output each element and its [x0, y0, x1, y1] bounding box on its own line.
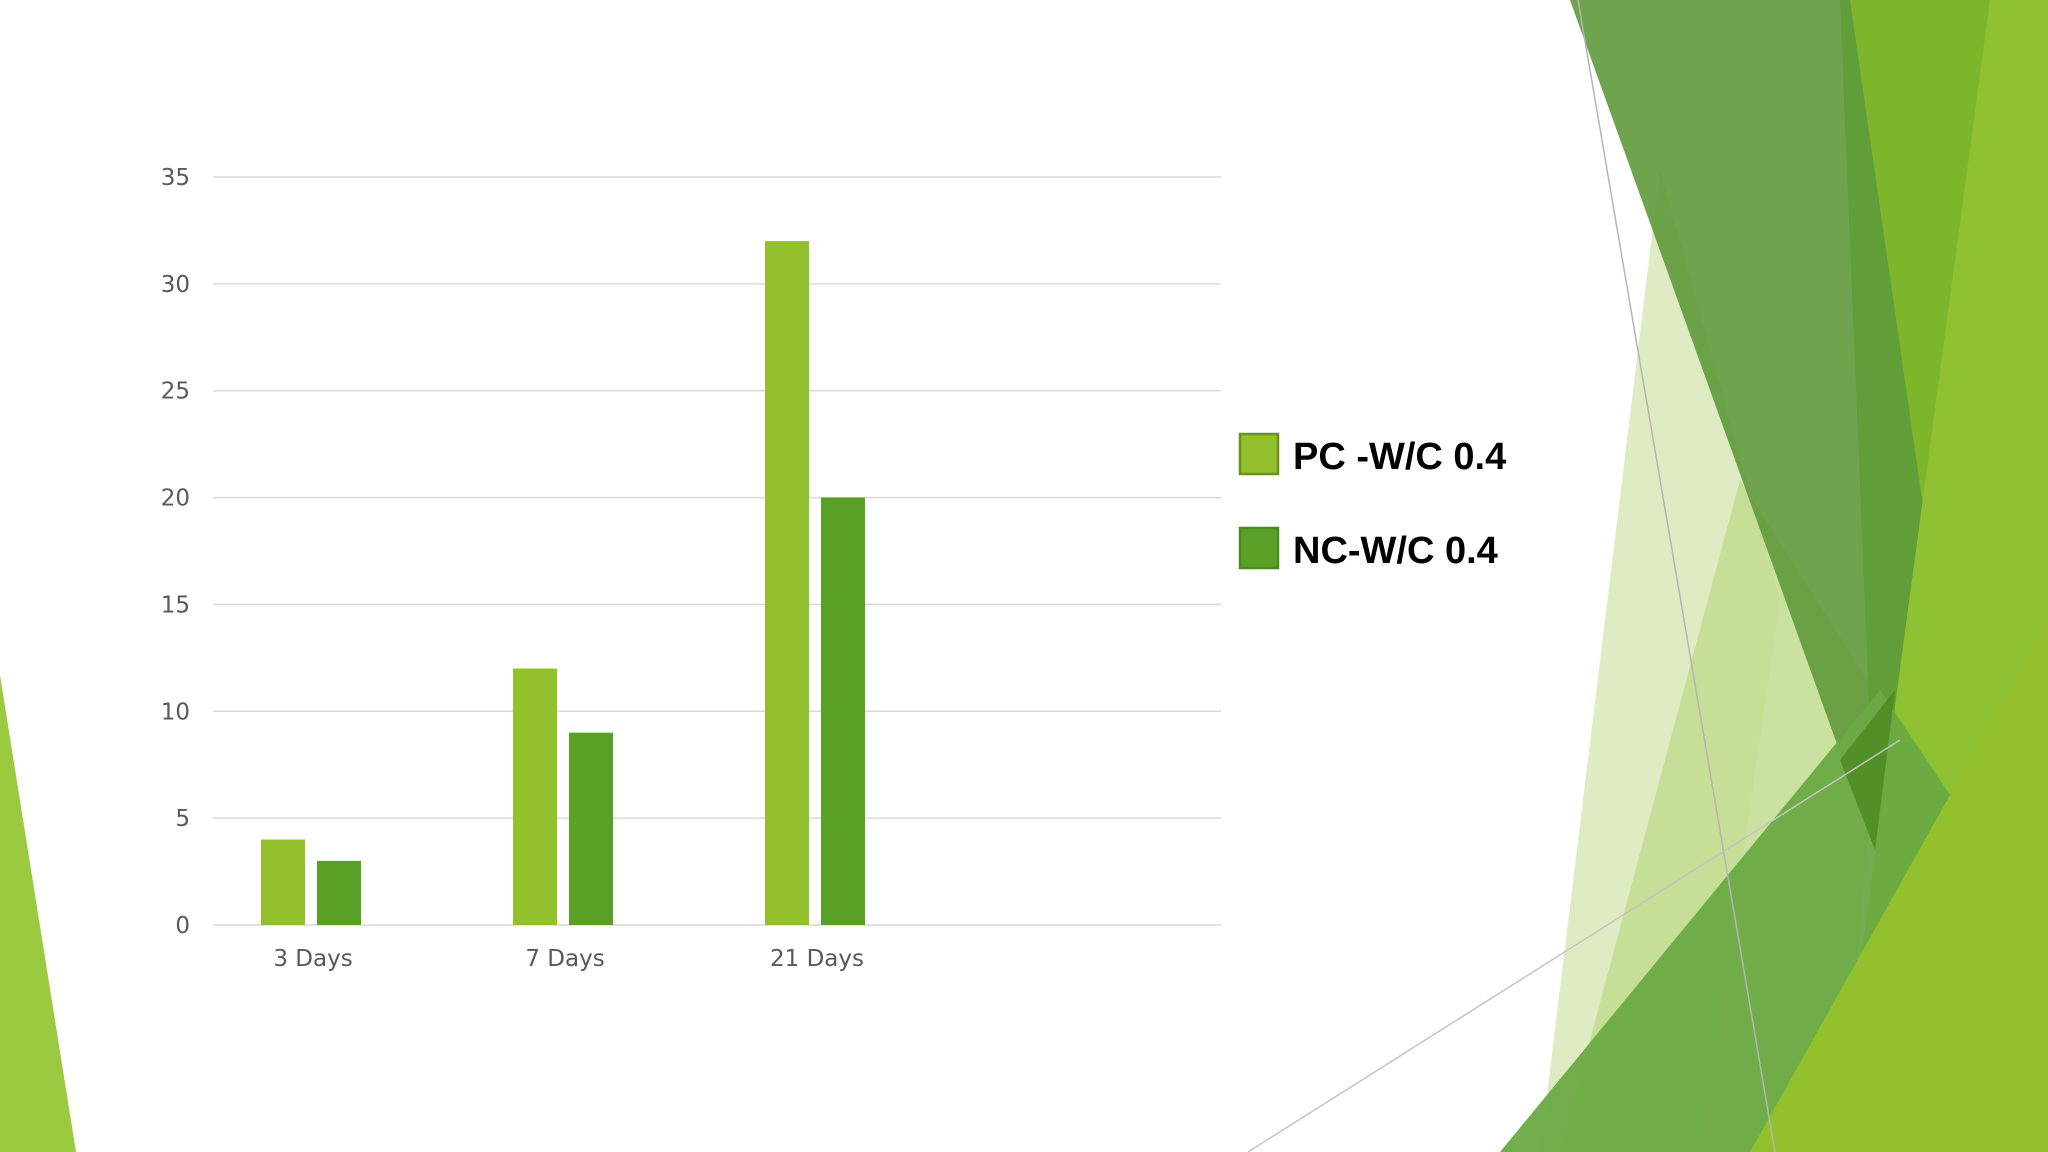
bar: [261, 839, 305, 925]
x-tick-label: 7 Days: [525, 946, 604, 972]
bar: [317, 860, 361, 925]
legend-swatch: [1238, 526, 1280, 570]
y-tick-label: 10: [161, 699, 190, 725]
legend-label: NC-W/C 0.4: [1293, 530, 1498, 572]
legend-swatch: [1238, 432, 1280, 476]
bar: [513, 668, 557, 925]
y-tick-label: 5: [175, 806, 190, 832]
y-tick-label: 35: [161, 165, 190, 191]
x-tick-label: 21 Days: [770, 946, 864, 972]
left-green-strip: [0, 675, 76, 1152]
y-tick-label: 20: [161, 486, 190, 512]
right-dark-band: [1570, 0, 1925, 850]
bar: [765, 241, 809, 926]
thin-diagonal-line: [1247, 739, 1901, 1152]
thin-diagonal-line: [1577, 0, 1776, 1152]
bar: [821, 497, 865, 925]
x-tick-label: 3 Days: [273, 946, 352, 972]
y-tick-label: 0: [175, 913, 190, 939]
y-tick-label: 15: [161, 592, 190, 618]
bar: [569, 732, 613, 925]
y-tick-label: 25: [161, 379, 190, 405]
right-bottom-bright: [1750, 620, 2048, 1152]
legend-label: PC -W/C 0.4: [1293, 436, 1506, 478]
y-tick-label: 30: [161, 272, 190, 298]
right-overlap-deep: [1840, 690, 1895, 850]
